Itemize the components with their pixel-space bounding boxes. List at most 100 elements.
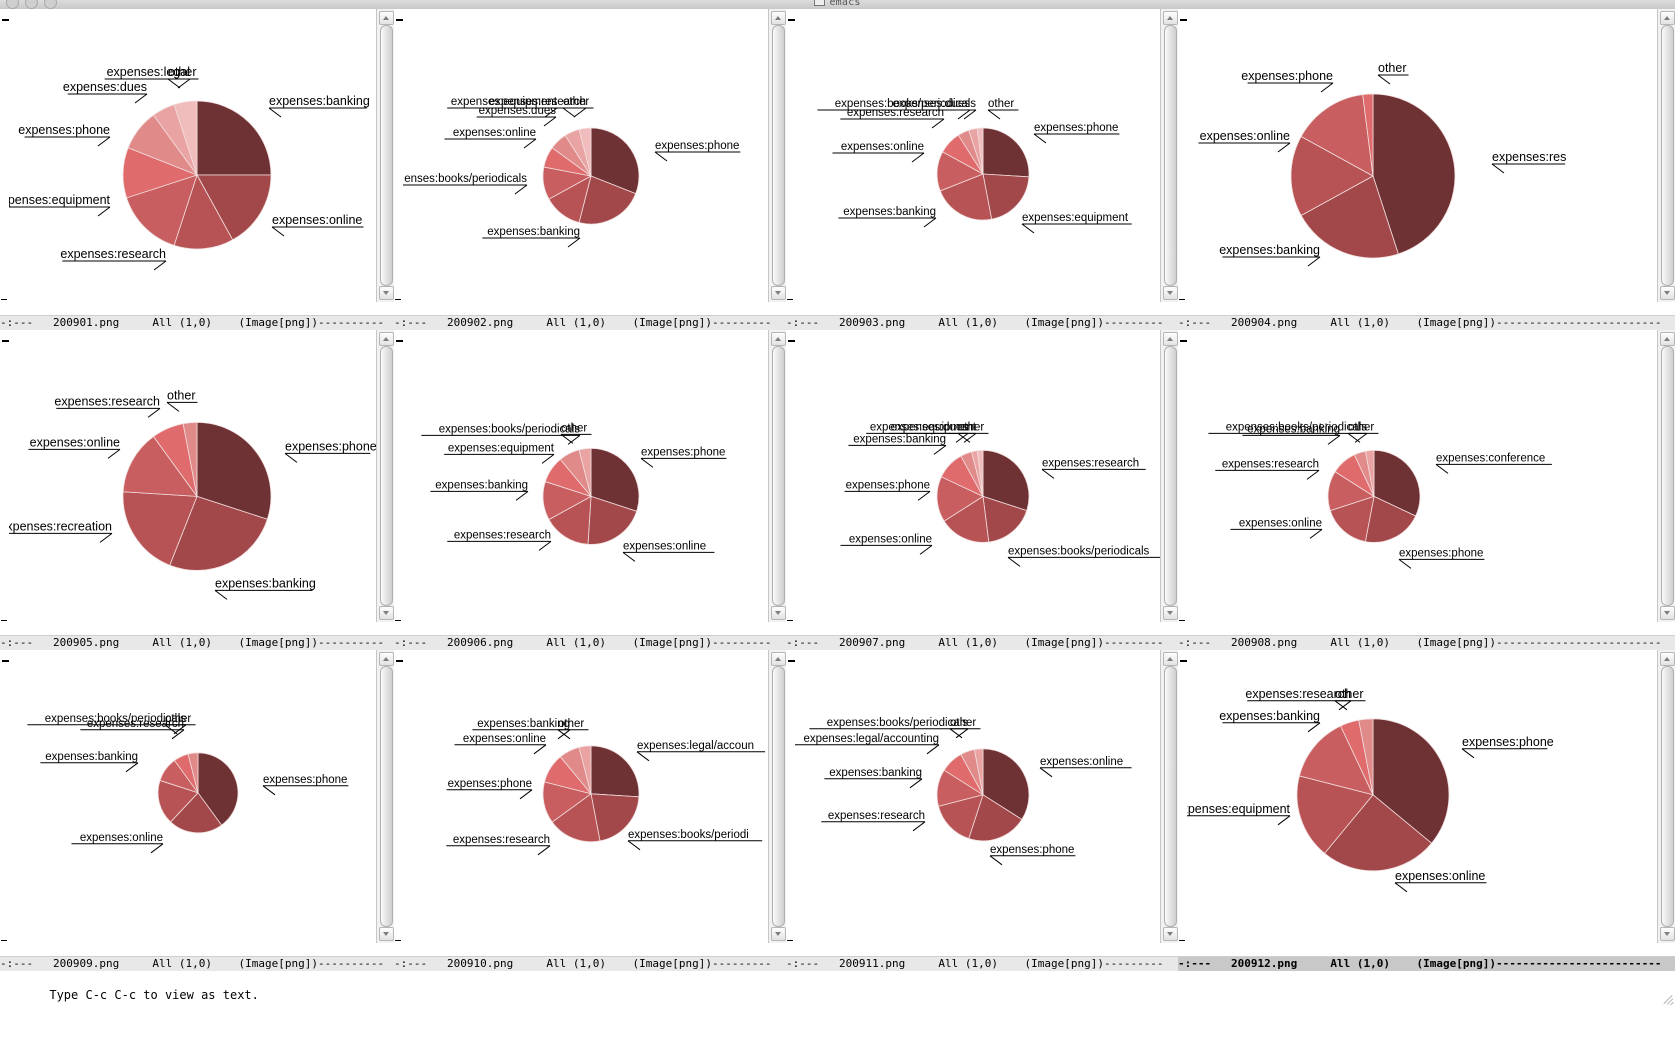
buffer-body[interactable]: expenses:phone expenses:online expenses:re… xyxy=(394,329,786,637)
mode-line[interactable]: -:--- 200909.png All (1,0) (Image[png])-… xyxy=(0,955,394,971)
scroll-down-arrow-icon[interactable] xyxy=(771,606,786,621)
close-button[interactable] xyxy=(6,0,19,9)
scroll-down-arrow-icon[interactable] xyxy=(1660,606,1675,621)
scroll-up-arrow-icon[interactable] xyxy=(1660,11,1675,25)
pie-slice-label: other xyxy=(563,96,589,108)
scroll-up-arrow-icon[interactable] xyxy=(771,331,786,346)
emacs-window-pane[interactable]: expenses:research expenses:books/periodic… xyxy=(786,329,1178,651)
scrollbar-thumb[interactable] xyxy=(772,345,785,607)
buffer-body[interactable]: expenses:conference expenses:phone expense… xyxy=(1178,329,1675,637)
truncation-marks-icon xyxy=(1179,619,1185,623)
scrollbar-thumb[interactable] xyxy=(1661,25,1674,286)
zoom-button[interactable] xyxy=(44,0,57,9)
emacs-window-pane[interactable]: expenses:banking expenses:online expenses:… xyxy=(0,9,394,330)
window-controls[interactable] xyxy=(6,0,57,9)
vertical-scrollbar[interactable] xyxy=(1160,9,1178,302)
minimize-button[interactable] xyxy=(25,0,38,9)
scrollbar-thumb[interactable] xyxy=(380,345,393,607)
scroll-up-arrow-icon[interactable] xyxy=(1163,331,1178,346)
buffer-body[interactable]: expenses:legal/accoun expenses:books/peri… xyxy=(394,650,786,957)
pie-slice-label: expenses:phone xyxy=(1462,735,1554,749)
vertical-scrollbar[interactable] xyxy=(376,650,394,943)
scroll-down-arrow-icon[interactable] xyxy=(1660,926,1675,941)
vertical-scrollbar[interactable] xyxy=(376,9,394,302)
scroll-down-arrow-icon[interactable] xyxy=(1163,926,1178,941)
scrollbar-thumb[interactable] xyxy=(1661,666,1674,927)
vertical-scrollbar[interactable] xyxy=(768,650,786,943)
scroll-down-arrow-icon[interactable] xyxy=(1163,285,1178,300)
mode-line[interactable]: -:--- 200910.png All (1,0) (Image[png])-… xyxy=(394,955,786,971)
buffer-body[interactable]: other expenses:phone expenses:online expens… xyxy=(1178,9,1675,316)
buffer-body[interactable]: other expenses:research expenses:online xpe… xyxy=(0,329,394,637)
scroll-up-arrow-icon[interactable] xyxy=(1660,331,1675,346)
vertical-scrollbar[interactable] xyxy=(1160,329,1178,623)
scroll-up-arrow-icon[interactable] xyxy=(379,652,394,667)
emacs-window-pane[interactable]: other expenses:phone expenses:online expens… xyxy=(1178,9,1675,330)
scroll-up-arrow-icon[interactable] xyxy=(771,652,786,667)
buffer-body[interactable]: expenses:research expenses:books/periodic… xyxy=(786,329,1178,637)
buffer-body[interactable]: expenses:banking expenses:online expenses:… xyxy=(0,9,394,316)
scrollbar-thumb[interactable] xyxy=(1164,25,1177,286)
mode-line[interactable]: -:--- 200901.png All (1,0) (Image[png])-… xyxy=(0,314,394,330)
buffer-body[interactable]: expenses:phone expenses:online expenses:ba… xyxy=(0,650,394,957)
scrollbar-thumb[interactable] xyxy=(1164,666,1177,927)
minibuffer[interactable]: Type C-c C-c to view as text. xyxy=(0,971,1675,1006)
pie-slice-label: expenses:banking xyxy=(1219,709,1320,723)
scrollbar-thumb[interactable] xyxy=(1661,345,1674,607)
scroll-up-arrow-icon[interactable] xyxy=(1660,652,1675,667)
emacs-window-pane[interactable]: expenses:online expenses:phone expenses:re… xyxy=(786,650,1178,971)
scroll-up-arrow-icon[interactable] xyxy=(1163,11,1178,25)
scroll-up-arrow-icon[interactable] xyxy=(1163,652,1178,667)
emacs-window-pane[interactable]: expenses:phone expenses:online xpenses:equ… xyxy=(1178,650,1675,971)
mode-line[interactable]: -:--- 200906.png All (1,0) (Image[png])-… xyxy=(394,635,786,651)
buffer-body[interactable]: expenses:phone expenses:online xpenses:equ… xyxy=(1178,650,1675,957)
scroll-up-arrow-icon[interactable] xyxy=(771,11,786,25)
scroll-down-arrow-icon[interactable] xyxy=(1163,606,1178,621)
vertical-scrollbar[interactable] xyxy=(1657,9,1675,302)
vertical-scrollbar[interactable] xyxy=(768,329,786,623)
emacs-window-pane[interactable]: expenses:legal/accoun expenses:books/peri… xyxy=(394,650,786,971)
scroll-down-arrow-icon[interactable] xyxy=(771,285,786,300)
pie-slice-label: expenses:books/periodicals xyxy=(45,713,187,725)
buffer-body[interactable]: expenses:phone expenses:banking enses:book… xyxy=(394,9,786,316)
scrollbar-thumb[interactable] xyxy=(772,25,785,286)
emacs-window-pane[interactable]: expenses:phone expenses:online expenses:ba… xyxy=(0,650,394,971)
resize-grip[interactable] xyxy=(1660,989,1674,1006)
scrollbar-thumb[interactable] xyxy=(1164,345,1177,607)
mode-line[interactable]: -:--- 200908.png All (1,0) (Image[png])-… xyxy=(1178,635,1675,651)
mode-line[interactable]: -:--- 200902.png All (1,0) (Image[png])-… xyxy=(394,314,786,330)
vertical-scrollbar[interactable] xyxy=(768,9,786,302)
pie-slice-label: expenses:legal/accounting xyxy=(803,733,939,745)
mode-line[interactable]: -:--- 200911.png All (1,0) (Image[png])-… xyxy=(786,955,1178,971)
mode-line[interactable]: -:--- 200904.png All (1,0) (Image[png])-… xyxy=(1178,314,1675,330)
vertical-scrollbar[interactable] xyxy=(1160,650,1178,943)
pie-slice-label: enses:books/periodicals xyxy=(404,173,527,185)
scroll-down-arrow-icon[interactable] xyxy=(379,926,394,941)
vertical-scrollbar[interactable] xyxy=(1657,329,1675,623)
scroll-down-arrow-icon[interactable] xyxy=(379,606,394,621)
mode-line[interactable]: -:--- 200903.png All (1,0) (Image[png])-… xyxy=(786,314,1178,330)
scroll-up-arrow-icon[interactable] xyxy=(379,11,394,25)
mode-line[interactable]: -:--- 200905.png All (1,0) (Image[png])-… xyxy=(0,635,394,651)
buffer-body[interactable]: expenses:phone expenses:equipment expenses… xyxy=(786,9,1178,316)
pie-chart-svg: expenses:research expenses:books/periodic… xyxy=(840,421,1161,567)
scroll-down-arrow-icon[interactable] xyxy=(379,285,394,300)
label-leader xyxy=(627,840,641,851)
emacs-window-pane[interactable]: expenses:phone expenses:banking enses:book… xyxy=(394,9,786,330)
scroll-up-arrow-icon[interactable] xyxy=(379,331,394,346)
emacs-window-pane[interactable]: other expenses:research expenses:online xpe… xyxy=(0,329,394,651)
scroll-down-arrow-icon[interactable] xyxy=(771,926,786,941)
pie-chart-image: expenses:conference expenses:phone expense… xyxy=(1187,330,1658,623)
scrollbar-thumb[interactable] xyxy=(772,666,785,927)
scroll-down-arrow-icon[interactable] xyxy=(1660,285,1675,300)
emacs-window-pane[interactable]: expenses:phone expenses:equipment expenses… xyxy=(786,9,1178,330)
scrollbar-thumb[interactable] xyxy=(380,25,393,286)
scrollbar-thumb[interactable] xyxy=(380,666,393,927)
emacs-window-pane[interactable]: expenses:phone expenses:online expenses:re… xyxy=(394,329,786,651)
mode-line[interactable]: -:--- 200907.png All (1,0) (Image[png])-… xyxy=(786,635,1178,651)
mode-line[interactable]: -:--- 200912.png All (1,0) (Image[png])-… xyxy=(1178,955,1675,971)
emacs-window-pane[interactable]: expenses:conference expenses:phone expense… xyxy=(1178,329,1675,651)
buffer-body[interactable]: expenses:online expenses:phone expenses:re… xyxy=(786,650,1178,957)
vertical-scrollbar[interactable] xyxy=(376,329,394,623)
vertical-scrollbar[interactable] xyxy=(1657,650,1675,943)
